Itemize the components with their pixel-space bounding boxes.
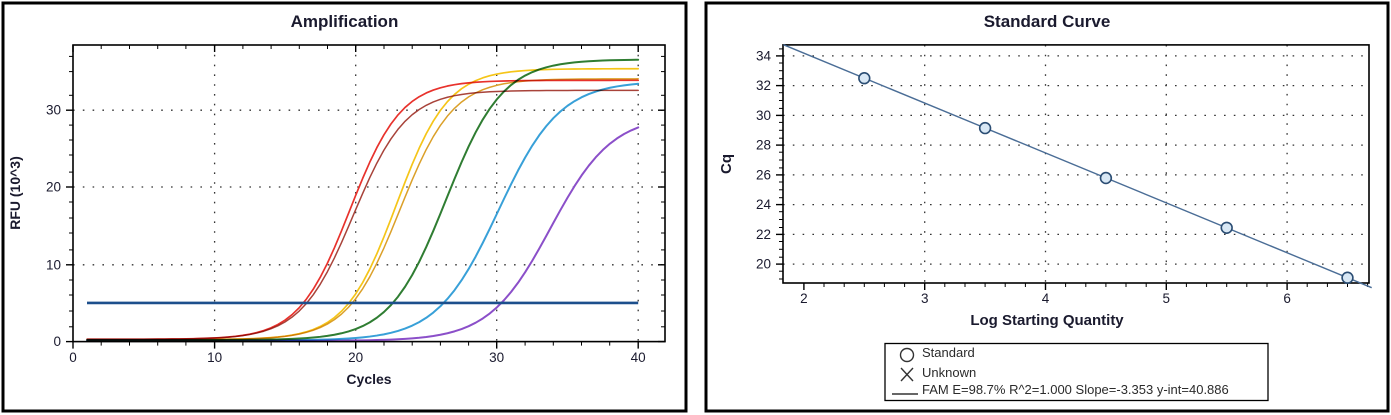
- svg-text:30: 30: [756, 108, 771, 123]
- svg-text:20: 20: [46, 180, 61, 195]
- svg-text:Unknown: Unknown: [922, 365, 976, 380]
- svg-text:32: 32: [756, 78, 771, 93]
- svg-text:22: 22: [756, 227, 771, 242]
- svg-text:Amplification: Amplification: [291, 12, 399, 31]
- svg-text:Log Starting Quantity: Log Starting Quantity: [970, 312, 1124, 329]
- svg-text:30: 30: [489, 350, 504, 365]
- svg-text:40: 40: [631, 350, 646, 365]
- svg-text:5: 5: [1163, 291, 1171, 306]
- svg-text:34: 34: [756, 48, 772, 63]
- svg-text:20: 20: [756, 257, 771, 272]
- svg-text:28: 28: [756, 138, 771, 153]
- svg-text:26: 26: [756, 167, 771, 182]
- svg-text:0: 0: [53, 334, 61, 349]
- svg-text:10: 10: [207, 350, 222, 365]
- svg-text:10: 10: [46, 257, 61, 272]
- svg-text:3: 3: [921, 291, 929, 306]
- svg-text:30: 30: [46, 103, 61, 118]
- svg-text:RFU (10^3): RFU (10^3): [7, 156, 23, 230]
- svg-text:Standard: Standard: [922, 345, 975, 360]
- svg-text:6: 6: [1283, 291, 1291, 306]
- svg-text:20: 20: [348, 350, 363, 365]
- svg-text:24: 24: [756, 197, 772, 212]
- svg-text:4: 4: [1042, 291, 1050, 306]
- svg-text:FAM E=98.7% R^2=1.000 Slope=: FAM E=98.7% R^2=1.000 Slope=-3.353 y-int…: [922, 382, 1229, 397]
- svg-text:Cycles: Cycles: [346, 371, 391, 387]
- svg-text:Cq: Cq: [718, 154, 735, 174]
- svg-text:2: 2: [800, 291, 808, 306]
- svg-text:Standard Curve: Standard Curve: [984, 12, 1111, 31]
- svg-text:0: 0: [69, 350, 77, 365]
